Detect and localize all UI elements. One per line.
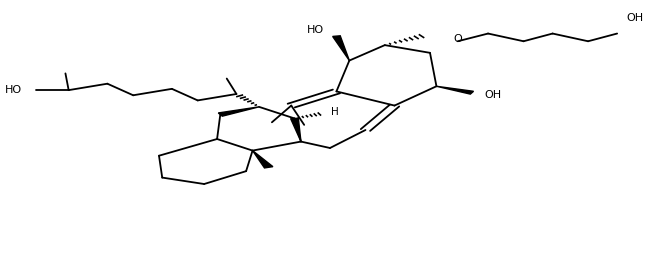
Polygon shape xyxy=(333,36,349,61)
Text: OH: OH xyxy=(485,90,502,100)
Text: OH: OH xyxy=(627,13,644,23)
Text: HO: HO xyxy=(5,85,22,95)
Polygon shape xyxy=(436,86,473,94)
Text: HO: HO xyxy=(307,25,324,35)
Text: O: O xyxy=(453,34,462,44)
Polygon shape xyxy=(252,151,273,168)
Polygon shape xyxy=(290,118,301,142)
Polygon shape xyxy=(218,107,259,116)
Text: H: H xyxy=(332,107,339,117)
